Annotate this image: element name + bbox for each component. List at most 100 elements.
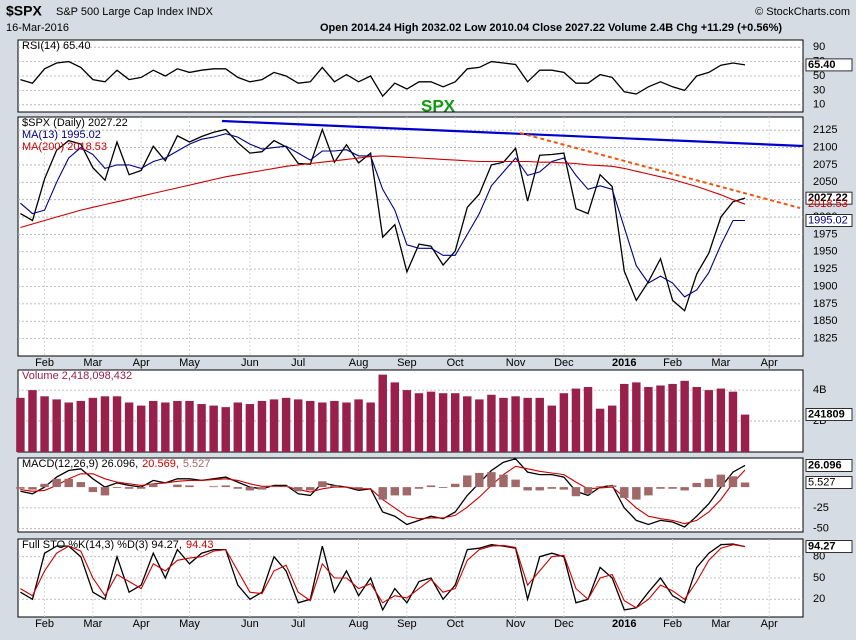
x-tick-label: Dec [554, 357, 574, 369]
y-tick-label: -50 [813, 523, 829, 535]
bar [704, 390, 714, 452]
y-tick-label: 80 [813, 551, 825, 563]
panel [17, 457, 804, 533]
bar [402, 487, 412, 496]
bar [559, 487, 569, 490]
bar [607, 485, 617, 488]
bar [450, 393, 460, 452]
y-tick-label: 1825 [813, 333, 837, 345]
bar [173, 484, 182, 488]
y-tick-label: -25 [813, 502, 829, 514]
bar [390, 382, 400, 452]
bar [716, 474, 726, 488]
bar [559, 393, 569, 452]
bar [209, 405, 218, 452]
x-tick-label: Apr [133, 618, 150, 630]
x-tick-label: Oct [447, 618, 464, 630]
bar [52, 478, 61, 488]
legend-entry: MACD(12,26,9) 26.096, [22, 458, 138, 470]
legend-entry: 94.43 [186, 539, 214, 551]
bar [475, 472, 484, 488]
bar [197, 404, 206, 452]
bar [366, 402, 375, 452]
bar [511, 479, 520, 488]
value-box-label: 5.527 [808, 476, 836, 488]
bar [535, 487, 544, 491]
bar [136, 487, 146, 489]
value-box-label: 94.27 [808, 541, 836, 553]
bar [475, 399, 484, 452]
x-tick-label: Apr [761, 357, 778, 369]
bar [487, 472, 496, 488]
y-tick-label: 1950 [813, 246, 837, 258]
bar [426, 391, 436, 452]
y-tick-label: 1875 [813, 298, 837, 310]
series-line [20, 543, 746, 612]
bar [136, 405, 146, 452]
bar [209, 486, 218, 488]
y-tick-label: 50 [813, 70, 825, 82]
bar [716, 388, 726, 452]
bar [342, 402, 351, 452]
y-tick-label: 1975 [813, 228, 837, 240]
bar [523, 397, 532, 452]
panel [17, 116, 804, 357]
bar [185, 400, 194, 452]
value-box-label: 26.096 [808, 459, 842, 471]
legend-entry: Full STO %K(14,3) %D(3) 94.27, [22, 539, 182, 551]
value-box-label: 241809 [808, 408, 845, 420]
y-tick-label: 20 [813, 593, 825, 605]
trend-line-dotted [519, 132, 801, 209]
bar [245, 404, 255, 452]
bar [583, 387, 593, 452]
value-box-label: 1995.02 [808, 214, 848, 226]
annotation: SPX [421, 96, 456, 115]
quote: Open 2014.24 High 2032.02 Low 2010.04 Cl… [320, 22, 782, 34]
legend-entry: MA(200) 2018.53 [22, 141, 107, 153]
bar [583, 487, 593, 494]
trend-line [221, 119, 804, 148]
bar [620, 487, 629, 498]
bar [161, 402, 170, 452]
x-tick-label: Jul [291, 618, 305, 630]
legend-entry: RSI(14) 65.40 [22, 40, 90, 52]
value-box [805, 191, 853, 205]
value-box-label: 65.40 [808, 59, 836, 71]
bar [64, 478, 73, 488]
bar [88, 487, 98, 493]
value-box [805, 459, 853, 472]
x-tick-label: Jul [291, 357, 305, 369]
bar [680, 487, 689, 491]
bar [644, 387, 653, 452]
x-tick-label: Nov [506, 357, 526, 369]
bar [221, 485, 230, 488]
bar [595, 408, 605, 452]
bar [233, 487, 243, 489]
bar [269, 399, 279, 452]
bar [426, 485, 436, 488]
x-tick-label: Apr [133, 357, 150, 369]
x-tick-label: Feb [663, 357, 682, 369]
bar [318, 481, 327, 488]
value-box-label: 2027.22 [808, 192, 848, 204]
bar [571, 388, 581, 452]
bar [523, 487, 532, 491]
bar [740, 414, 750, 452]
bar [450, 483, 460, 488]
bar [16, 487, 25, 489]
bar [438, 487, 448, 488]
value-box [805, 476, 853, 489]
legend-entry: $SPX (Daily) 2027.22 [22, 117, 128, 129]
bar [40, 396, 49, 452]
x-tick-label: Oct [447, 357, 464, 369]
bar [16, 397, 25, 452]
bar [740, 482, 750, 488]
symbol-name: S&P 500 Large Cap Index INDX [56, 6, 214, 18]
x-tick-label: Nov [506, 618, 526, 630]
legend-entry: 5.527 [183, 458, 211, 470]
bar [692, 482, 701, 488]
x-tick-label: May [179, 357, 200, 369]
bar [704, 478, 714, 488]
panels: 1030507090RSI(14) 65.4065.40182518501875… [16, 39, 853, 630]
